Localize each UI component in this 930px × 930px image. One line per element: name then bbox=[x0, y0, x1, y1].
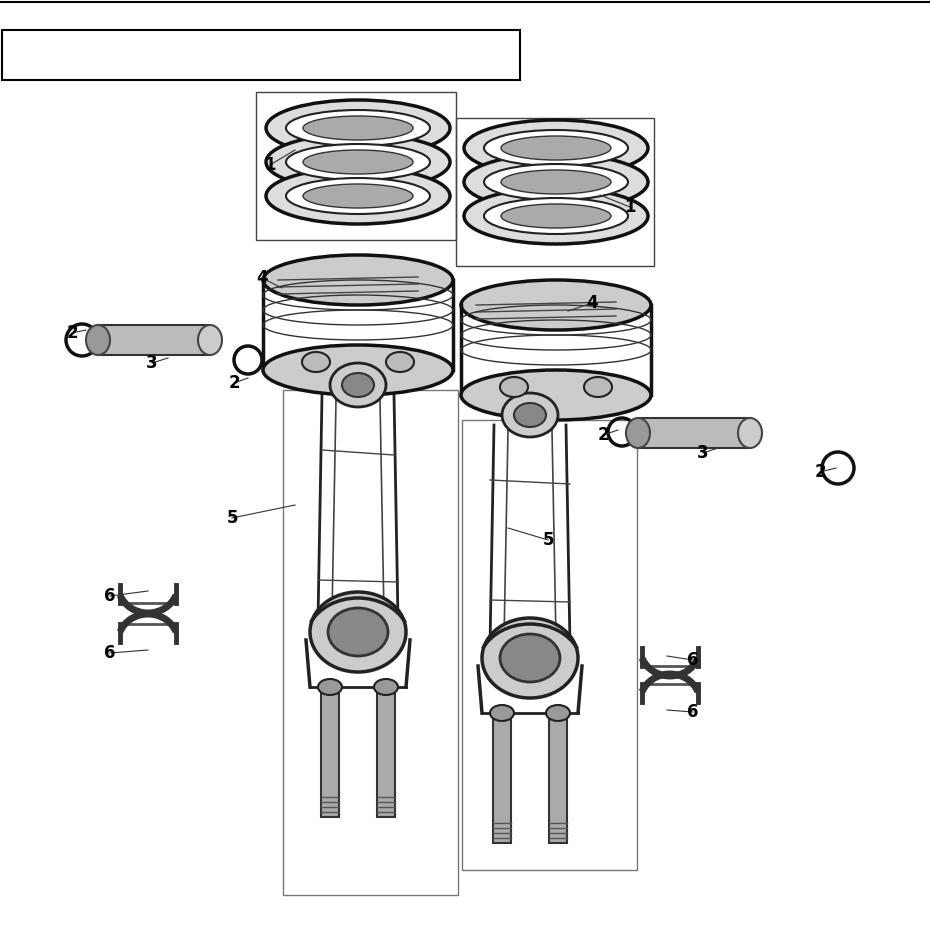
Ellipse shape bbox=[514, 403, 546, 427]
Ellipse shape bbox=[328, 608, 388, 656]
Text: 6: 6 bbox=[104, 587, 115, 605]
Ellipse shape bbox=[266, 168, 450, 224]
Ellipse shape bbox=[303, 116, 413, 140]
Ellipse shape bbox=[342, 373, 374, 397]
Text: 1: 1 bbox=[624, 198, 636, 216]
Ellipse shape bbox=[464, 188, 648, 244]
Ellipse shape bbox=[302, 352, 330, 372]
Bar bbox=[638, 418, 750, 448]
Bar bbox=[98, 325, 210, 355]
Ellipse shape bbox=[303, 150, 413, 174]
Ellipse shape bbox=[263, 345, 453, 395]
Ellipse shape bbox=[263, 255, 453, 305]
Ellipse shape bbox=[464, 154, 648, 210]
Bar bbox=[456, 118, 654, 266]
Ellipse shape bbox=[484, 164, 628, 200]
Ellipse shape bbox=[501, 204, 611, 228]
Ellipse shape bbox=[286, 110, 430, 146]
Text: 5: 5 bbox=[542, 531, 553, 549]
Ellipse shape bbox=[286, 144, 430, 180]
Ellipse shape bbox=[464, 120, 648, 176]
Text: 2: 2 bbox=[228, 374, 240, 392]
Bar bbox=[321, 687, 339, 817]
Ellipse shape bbox=[266, 100, 450, 156]
Ellipse shape bbox=[484, 130, 628, 166]
Ellipse shape bbox=[330, 363, 386, 407]
Ellipse shape bbox=[286, 178, 430, 214]
Ellipse shape bbox=[490, 705, 514, 721]
Text: 5: 5 bbox=[226, 509, 238, 527]
Ellipse shape bbox=[484, 198, 628, 234]
Ellipse shape bbox=[546, 705, 570, 721]
Text: 1: 1 bbox=[264, 156, 276, 174]
Bar bbox=[549, 713, 567, 843]
Ellipse shape bbox=[501, 170, 611, 194]
Text: (1)/CRANKSHAFT &CONNECTING ROD(1): (1)/CRANKSHAFT &CONNECTING ROD(1) bbox=[10, 48, 450, 68]
Ellipse shape bbox=[738, 418, 762, 448]
Text: 6: 6 bbox=[687, 651, 698, 669]
Ellipse shape bbox=[502, 393, 558, 437]
Ellipse shape bbox=[374, 679, 398, 695]
Bar bbox=[2, 30, 520, 80]
Bar bbox=[493, 713, 511, 843]
Ellipse shape bbox=[86, 325, 110, 355]
Bar bbox=[283, 390, 458, 895]
Ellipse shape bbox=[198, 325, 222, 355]
Ellipse shape bbox=[500, 377, 528, 397]
Bar bbox=[256, 92, 456, 240]
Text: 3: 3 bbox=[698, 444, 709, 462]
Text: 4: 4 bbox=[256, 269, 268, 287]
Bar bbox=[462, 420, 637, 870]
Ellipse shape bbox=[461, 370, 651, 420]
Text: 4: 4 bbox=[586, 294, 598, 312]
Ellipse shape bbox=[266, 134, 450, 190]
Ellipse shape bbox=[318, 679, 342, 695]
Ellipse shape bbox=[461, 280, 651, 330]
Ellipse shape bbox=[584, 377, 612, 397]
Text: 6: 6 bbox=[104, 644, 115, 662]
Ellipse shape bbox=[626, 418, 650, 448]
Ellipse shape bbox=[500, 634, 560, 682]
Ellipse shape bbox=[386, 352, 414, 372]
Ellipse shape bbox=[501, 136, 611, 160]
Text: 2: 2 bbox=[814, 463, 826, 481]
Ellipse shape bbox=[482, 618, 578, 698]
Text: 2: 2 bbox=[597, 426, 609, 444]
Ellipse shape bbox=[310, 592, 406, 672]
Text: 3: 3 bbox=[146, 354, 158, 372]
Ellipse shape bbox=[303, 184, 413, 208]
Text: 2: 2 bbox=[66, 324, 78, 342]
Bar bbox=[377, 687, 395, 817]
Text: 6: 6 bbox=[687, 703, 698, 721]
